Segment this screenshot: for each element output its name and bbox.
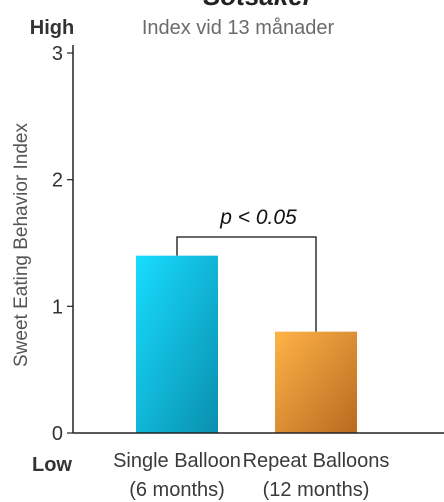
bar-1 (136, 255, 218, 433)
y-tick-label: 0 (52, 423, 63, 445)
x-tick-label-line2: (12 months) (263, 479, 370, 501)
significance-bracket: p < 0.05 (176, 206, 317, 332)
chart-subtitle: Index vid 13 månader (142, 17, 335, 39)
y-tick-label: 3 (52, 43, 63, 65)
y-ticks: 0 1 2 3 (52, 43, 73, 445)
bars (136, 255, 357, 433)
x-tick-label-line2: (6 months) (129, 479, 225, 501)
x-tick-label-line1: Single Balloon (113, 450, 241, 472)
y-tick-label: 2 (52, 170, 63, 192)
y-low-label: Low (32, 454, 72, 476)
chart-title: Sötsaker (203, 0, 315, 11)
x-tick-label-line1: Repeat Balloons (243, 450, 390, 472)
x-tick-labels: Single Balloon (6 months) Repeat Balloons (… (113, 450, 389, 501)
y-tick-label: 1 (52, 296, 63, 318)
y-high-label: High (30, 17, 74, 39)
significance-label: p < 0.05 (219, 206, 297, 229)
bar-2 (275, 331, 357, 433)
bracket-line (176, 236, 317, 332)
y-axis-title: Sweet Eating Behavior Index (11, 123, 32, 367)
